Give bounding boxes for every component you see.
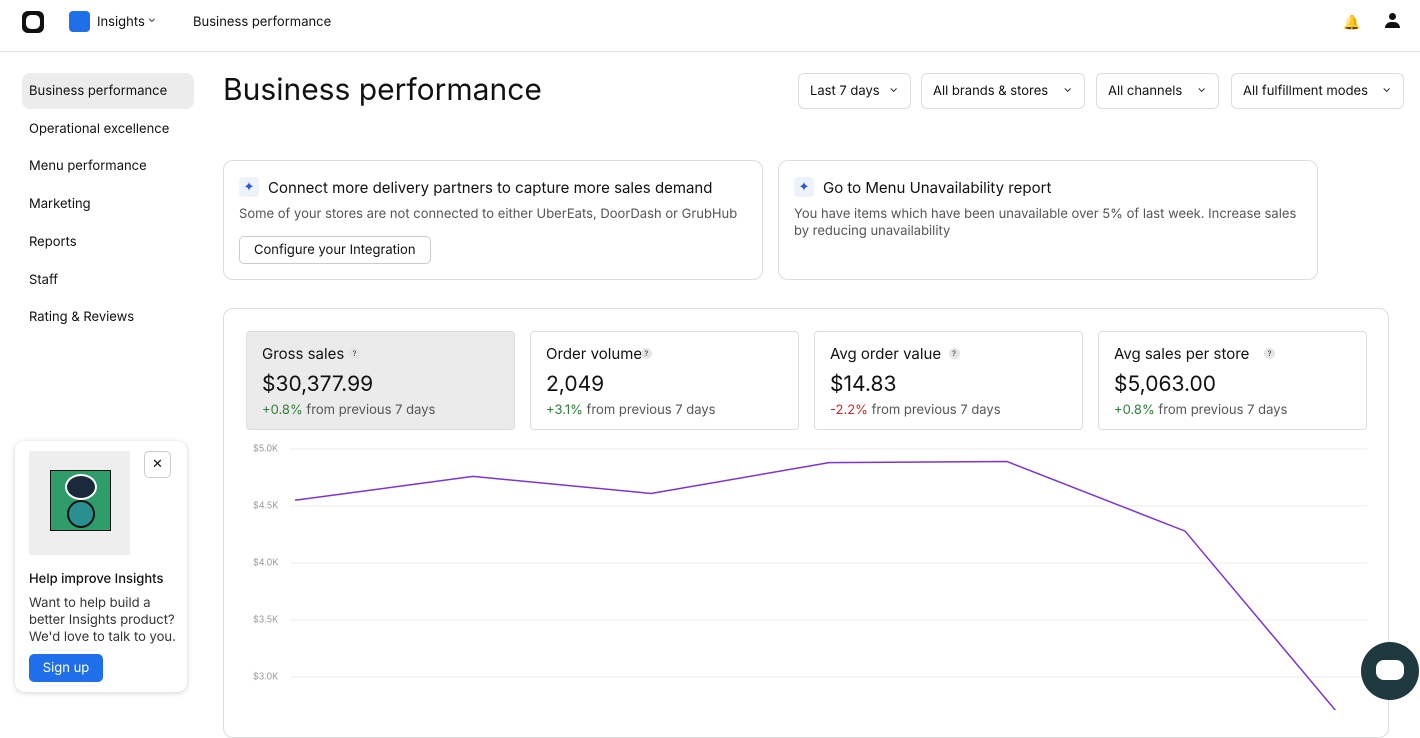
metric-change-row: +3.1% from previous 7 days bbox=[546, 402, 716, 418]
metric-label: Avg sales per store bbox=[1114, 344, 1250, 363]
close-button[interactable]: ✕ bbox=[144, 451, 171, 478]
nav-item[interactable]: Operational excellence bbox=[29, 120, 170, 137]
chart: $3.0K $3.5K $4.0K $4.5K $5.0K bbox=[253, 443, 1367, 710]
nav-item[interactable]: Business performance bbox=[22, 73, 194, 109]
promo-card: ✕ Help improve Insights Want to help bui… bbox=[15, 441, 187, 692]
metric-label: Avg order value bbox=[830, 344, 942, 363]
chevron: ⌄ bbox=[148, 13, 156, 25]
banner-button[interactable]: Configure your Integration bbox=[239, 236, 431, 264]
metric-change-row: +0.8% from previous 7 days bbox=[262, 402, 435, 418]
info-icon[interactable]: ? bbox=[948, 348, 960, 359]
metric-change: +3.1% bbox=[546, 402, 583, 418]
metric-note: from previous 7 days bbox=[1158, 402, 1288, 418]
metric-card[interactable]: Avg sales per store? $5,063.00 +0.8% from … bbox=[1098, 331, 1367, 430]
line bbox=[294, 460, 1337, 710]
metric-card[interactable]: Avg order value? $14.83 -2.2% from previou… bbox=[814, 331, 1083, 430]
app-switcher[interactable]: Insights bbox=[97, 14, 145, 30]
sign-up-button[interactable]: Sign up bbox=[29, 654, 103, 682]
metric-note: from previous 7 days bbox=[306, 402, 436, 418]
y-tick-label: $3.0K bbox=[253, 671, 278, 682]
top-bar: Insights ⌄ Business performance 🔔 bbox=[0, 0, 1420, 52]
sparkle-icon: ✦ bbox=[794, 177, 814, 197]
y-tick-label: $4.0K bbox=[253, 557, 278, 568]
metric-card[interactable]: Gross sales? $30,377.99 +0.8% from previou… bbox=[246, 331, 515, 430]
banner-text: You have items which have been unavailab… bbox=[794, 206, 1297, 239]
filter-dropdown[interactable]: All brands & stores ⌄ bbox=[921, 73, 1085, 109]
chevron: ⌄ bbox=[889, 81, 898, 95]
metric-label: Gross sales bbox=[262, 344, 345, 363]
metric-change: -2.2% bbox=[830, 402, 868, 418]
metric-value: $30,377.99 bbox=[262, 372, 374, 397]
info-icon[interactable]: ? bbox=[348, 348, 360, 359]
promo-title: Help improve Insights bbox=[29, 571, 164, 587]
filter-label: All channels bbox=[1108, 83, 1183, 99]
nav-item[interactable]: Reports bbox=[29, 233, 77, 250]
nav-item[interactable]: Marketing bbox=[29, 196, 91, 213]
metric-value: $5,063.00 bbox=[1114, 372, 1216, 397]
breadcrumb: Business performance bbox=[193, 14, 332, 30]
banner-text: Some of your stores are not connected to… bbox=[239, 206, 738, 222]
metric-change-row: -2.2% from previous 7 days bbox=[830, 402, 1001, 418]
metric-value: 2,049 bbox=[546, 372, 605, 397]
metric-change-row: +0.8% from previous 7 days bbox=[1114, 402, 1287, 418]
notifications[interactable]: 🔔 bbox=[1343, 14, 1361, 31]
app-icon bbox=[69, 11, 90, 32]
y-tick-label: $5.0K bbox=[253, 443, 278, 454]
nav-item[interactable]: Menu performance bbox=[29, 158, 147, 175]
metric-note: from previous 7 days bbox=[871, 402, 1001, 418]
filter-dropdown[interactable]: Last 7 days ⌄ bbox=[798, 73, 911, 109]
y-tick-label: $4.5K bbox=[253, 500, 278, 511]
logo[interactable] bbox=[22, 11, 44, 33]
filter-label: All fulfillment modes bbox=[1243, 83, 1368, 99]
info-icon[interactable]: ? bbox=[1264, 348, 1276, 359]
y-tick-label: $3.5K bbox=[253, 614, 278, 625]
metric-card[interactable]: Order volume? 2,049 +3.1% from previous 7 … bbox=[530, 331, 799, 430]
chevron: ⌄ bbox=[1063, 81, 1072, 95]
sparkle-icon: ✦ bbox=[239, 177, 259, 197]
filter-dropdown[interactable]: All fulfillment modes ⌄ bbox=[1231, 73, 1404, 109]
banner: ✦ Connect more delivery partners to capt… bbox=[223, 160, 763, 280]
chevron: ⌄ bbox=[1197, 81, 1206, 95]
profile[interactable] bbox=[1385, 13, 1400, 28]
metric-change: +0.8% bbox=[1114, 402, 1155, 418]
page-title: Business performance bbox=[223, 72, 542, 108]
filter-dropdown[interactable]: All channels ⌄ bbox=[1096, 73, 1219, 109]
metric-label: Order volume bbox=[546, 344, 643, 363]
nav-item[interactable]: Rating & Reviews bbox=[29, 309, 135, 326]
chevron: ⌄ bbox=[1382, 81, 1391, 95]
promo-illustration bbox=[29, 451, 130, 555]
banner: ✦ Go to Menu Unavailability report You h… bbox=[778, 160, 1318, 280]
metric-value: $14.83 bbox=[830, 372, 897, 397]
banner-title: Connect more delivery partners to captur… bbox=[268, 178, 713, 197]
chat-button[interactable] bbox=[1361, 642, 1419, 700]
promo-text: Want to help build a better Insights pro… bbox=[29, 595, 176, 645]
info-icon[interactable]: ? bbox=[640, 348, 652, 359]
banner-title[interactable]: Go to Menu Unavailability report bbox=[823, 178, 1052, 197]
metric-change: +0.8% bbox=[262, 402, 303, 418]
filter-label: All brands & stores bbox=[933, 83, 1049, 99]
filter-label: Last 7 days bbox=[810, 83, 880, 99]
nav-item[interactable]: Staff bbox=[29, 271, 59, 288]
metric-note: from previous 7 days bbox=[586, 402, 716, 418]
